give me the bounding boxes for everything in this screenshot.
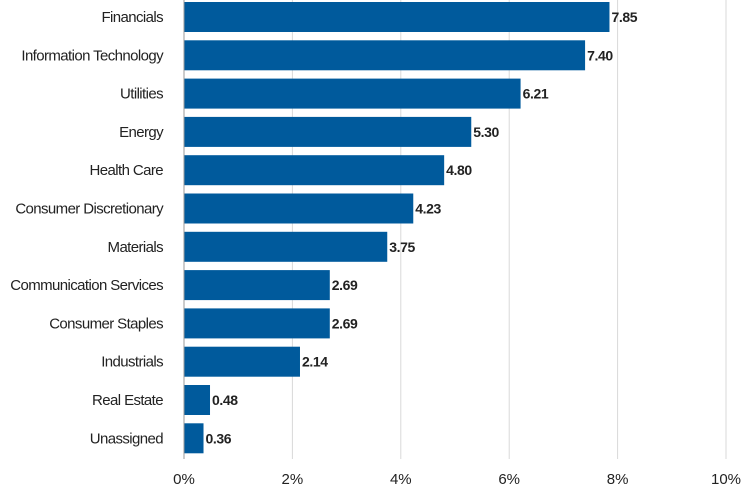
category-label: Financials [101, 9, 163, 26]
bar [184, 116, 472, 147]
gridlines [291, 0, 727, 459]
x-tick-label: 4% [390, 471, 412, 488]
value-label: 7.85 [611, 9, 637, 25]
x-axis-ticks: 0% 2% 4% 6% 8% 10% [173, 471, 741, 488]
value-label: 5.30 [473, 124, 499, 140]
value-label: 7.40 [587, 47, 613, 63]
category-label: Real Estate [92, 392, 163, 409]
bar [184, 308, 330, 339]
value-label: 0.48 [212, 392, 238, 408]
category-label: Health Care [90, 162, 164, 179]
value-labels: 7.85 7.40 6.21 5.30 4.80 4.23 3.75 2.69 2.69 2.14… [206, 9, 639, 446]
bar [184, 78, 521, 109]
bar [184, 40, 586, 71]
x-tick-label: 2% [282, 471, 304, 488]
x-tick-label: 8% [607, 471, 629, 488]
x-tick-label: 6% [498, 471, 520, 488]
category-label: Industrials [101, 354, 163, 371]
bar [184, 155, 445, 186]
category-label: Information Technology [21, 47, 164, 64]
value-label: 4.80 [446, 162, 472, 178]
value-label: 6.21 [523, 86, 549, 102]
bar [184, 423, 204, 454]
category-label: Energy [119, 124, 164, 141]
bar [184, 231, 388, 262]
category-label: Communication Services [10, 277, 163, 294]
value-label: 2.69 [332, 315, 358, 331]
value-label: 2.69 [332, 277, 358, 293]
bar [184, 270, 330, 301]
category-label: Materials [108, 239, 164, 256]
value-label: 4.23 [415, 201, 441, 217]
value-label: 2.14 [302, 354, 328, 370]
bar [184, 2, 610, 32]
category-label: Utilities [120, 86, 163, 103]
value-label: 3.75 [389, 239, 415, 255]
category-label: Consumer Discretionary [15, 201, 164, 218]
bars [184, 2, 610, 454]
bar [184, 385, 211, 415]
x-tick-label: 0% [173, 471, 195, 488]
value-label: 0.36 [206, 430, 232, 446]
category-labels: Financials Information Technology Utilitie… [10, 9, 164, 447]
category-label: Unassigned [90, 430, 163, 447]
x-tick-label: 10% [711, 471, 741, 488]
category-label: Consumer Staples [49, 315, 163, 332]
bar [184, 193, 414, 224]
bar [184, 346, 300, 377]
